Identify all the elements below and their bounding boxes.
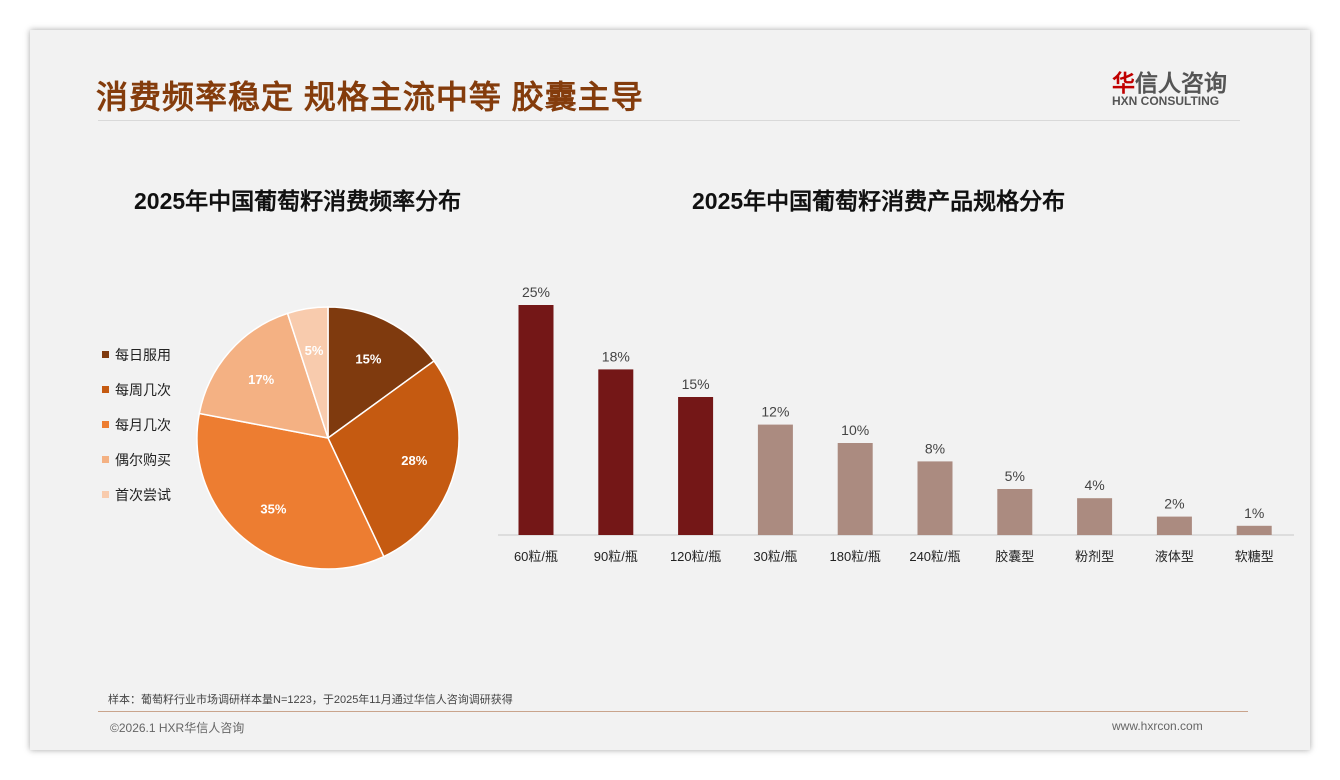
x-tick-label: 90粒/瓶 <box>594 549 638 564</box>
x-tick-label: 180粒/瓶 <box>830 549 881 564</box>
bar <box>518 305 554 535</box>
pie-slice <box>327 306 436 440</box>
bar-value-label: 18% <box>602 348 630 364</box>
bar <box>678 397 714 535</box>
bar-value-label: 8% <box>925 440 945 456</box>
bar <box>1236 525 1272 535</box>
bar-value-label: 5% <box>1005 468 1025 484</box>
bar-value-label: 1% <box>1244 505 1264 521</box>
bar <box>598 369 634 535</box>
bar-value-label: 10% <box>841 422 869 438</box>
legend-swatch <box>102 386 109 393</box>
legend-item: 每日服用 <box>102 337 171 372</box>
pie-value-label: 15% <box>355 352 381 367</box>
bar-chart-title: 2025年中国葡萄籽消费产品规格分布 <box>692 188 1066 214</box>
pie-slice <box>198 312 330 439</box>
header-divider <box>98 120 1240 121</box>
legend-swatch <box>102 491 109 498</box>
logo: 华信人咨询 <box>1112 64 1227 98</box>
pie-chart: 15% 28% 35% 17% 5% 25% 60粒/瓶 18% 90粒/瓶 15% 120粒/瓶 1… <box>196 284 1294 570</box>
x-tick-label: 30粒/瓶 <box>753 549 797 564</box>
pie-value-label: 5% <box>305 343 324 358</box>
bar <box>757 424 793 535</box>
logo-subtitle: HXN CONSULTING <box>1112 94 1220 108</box>
pie-legend: 每日服用每周几次每月几次偶尔购买首次尝试 <box>102 337 171 512</box>
legend-item: 首次尝试 <box>102 477 171 512</box>
pie-value-label: 17% <box>248 372 274 387</box>
x-tick-label: 软糖型 <box>1235 549 1274 564</box>
legend-item: 每周几次 <box>102 372 171 407</box>
legend-label: 每周几次 <box>115 381 171 398</box>
bar-value-label: 12% <box>761 404 789 420</box>
legend-swatch <box>102 456 109 463</box>
page-title: 消费频率稳定 规格主流中等 胶囊主导 <box>96 79 644 115</box>
legend-item: 偶尔购买 <box>102 442 171 477</box>
logo-text: 信人咨询 <box>1135 70 1227 96</box>
legend-label: 每月几次 <box>115 416 171 433</box>
bar <box>837 443 873 535</box>
bar-value-label: 25% <box>522 284 550 300</box>
sample-note: 样本：葡萄籽行业市场调研样本量N=1223，于2025年11月通过华信人咨询调研… <box>108 694 513 706</box>
x-tick-label: 胶囊型 <box>995 549 1034 564</box>
legend-label: 偶尔购买 <box>115 451 171 468</box>
legend-swatch <box>102 421 109 428</box>
copyright: ©2026.1 HXR华信人咨询 <box>110 721 245 735</box>
pie-slice <box>286 306 329 439</box>
bar <box>1156 516 1192 535</box>
pie-slice <box>327 359 460 558</box>
bar <box>1077 498 1113 535</box>
pie-value-label: 35% <box>260 501 286 516</box>
x-tick-label: 液体型 <box>1155 549 1194 564</box>
footer-divider <box>98 711 1248 712</box>
legend-label: 首次尝试 <box>115 486 171 503</box>
legend-label: 每日服用 <box>115 346 171 363</box>
x-tick-label: 60粒/瓶 <box>514 549 558 564</box>
legend-swatch <box>102 351 109 358</box>
logo-mark: 华 <box>1112 70 1135 96</box>
bar-value-label: 2% <box>1164 496 1184 512</box>
x-tick-label: 粉剂型 <box>1075 549 1114 564</box>
pie-chart-title: 2025年中国葡萄籽消费频率分布 <box>134 188 462 214</box>
legend-item: 每月几次 <box>102 407 171 442</box>
x-tick-label: 120粒/瓶 <box>670 549 721 564</box>
bar <box>997 489 1033 535</box>
bar <box>917 461 953 535</box>
website-url: www.hxrcon.com <box>1112 719 1203 733</box>
bar-value-label: 4% <box>1084 477 1104 493</box>
pie-slice <box>196 412 385 570</box>
slide: 消费频率稳定 规格主流中等 胶囊主导 华信人咨询 HXN CONSULTING … <box>30 30 1310 750</box>
x-tick-label: 240粒/瓶 <box>909 549 960 564</box>
bar-value-label: 15% <box>682 376 710 392</box>
pie-value-label: 28% <box>401 453 427 468</box>
